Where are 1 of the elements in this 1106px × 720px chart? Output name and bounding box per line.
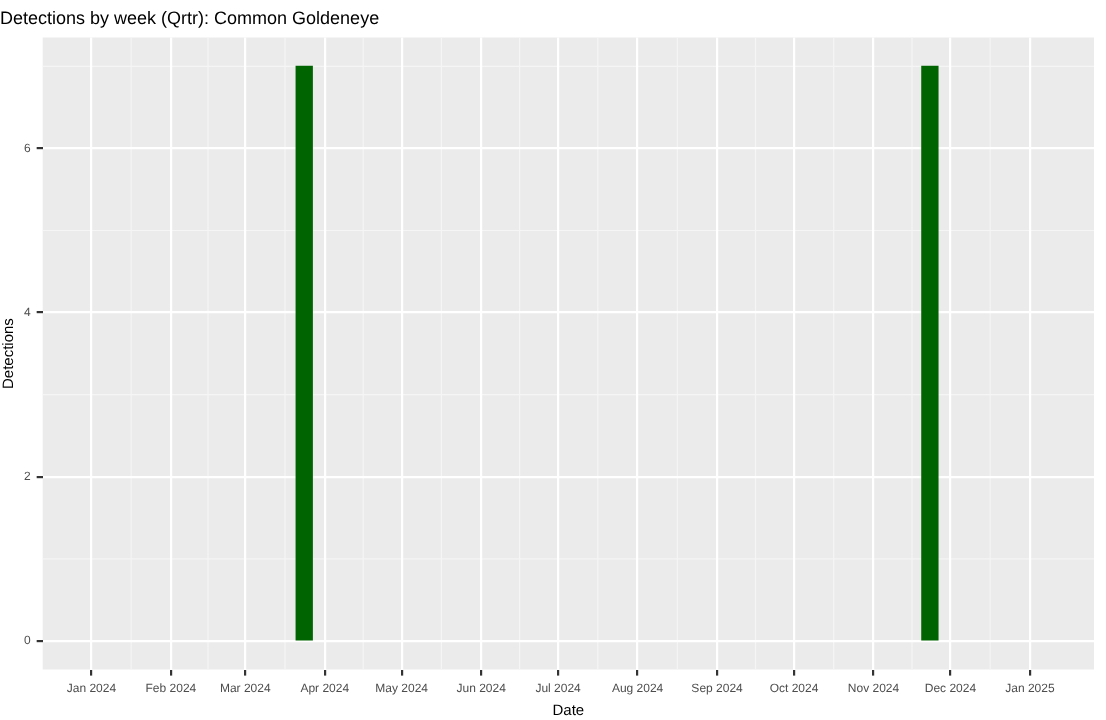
chart-title: Detections by week (Qrtr): Common Goldeneye	[0, 7, 380, 28]
